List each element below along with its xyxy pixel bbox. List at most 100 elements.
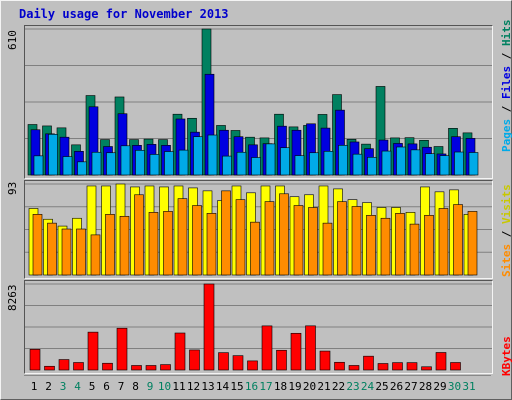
bar-kbytes: [203, 283, 215, 371]
x-tick-label: 16: [244, 380, 259, 393]
bar-pages: [149, 154, 160, 176]
x-tick-label: 3: [59, 380, 67, 393]
x-tick-label: 9: [146, 380, 154, 393]
bar-sites: [177, 198, 188, 276]
x-tick-label: 31: [462, 380, 476, 393]
bar-pages: [309, 152, 319, 176]
x-tick-label: 11: [172, 380, 186, 393]
visits-sites-chart: [25, 183, 492, 276]
legend-part: Sites: [500, 243, 512, 277]
bar-kbytes: [319, 350, 331, 371]
axis-baseline: [24, 375, 491, 376]
bar-kbytes: [131, 365, 142, 371]
bar-sites: [380, 217, 391, 276]
bar-pages: [410, 149, 421, 176]
max-label-visits: 93: [6, 181, 19, 195]
legend-sites-visits: Sites / Visits: [500, 184, 512, 277]
bar-pages: [193, 136, 203, 176]
bar-pages: [294, 155, 305, 176]
x-tick-label: 18: [273, 380, 288, 393]
bar-sites: [395, 213, 405, 276]
bar-kbytes: [392, 362, 403, 371]
max-label-kbytes: 8263: [6, 284, 19, 312]
bar-pages: [425, 153, 435, 176]
bar-kbytes: [290, 332, 302, 371]
bar-pages: [251, 157, 261, 176]
x-tick-label: 7: [117, 380, 125, 393]
bar-pages: [91, 151, 102, 176]
x-tick-label: 20: [302, 380, 317, 393]
bar-pages: [120, 145, 131, 176]
bar-sites: [105, 214, 115, 276]
x-tick-label: 30: [447, 380, 462, 393]
bar-sites: [32, 214, 43, 276]
bar-pages: [178, 149, 189, 176]
x-tick-label: 24: [360, 380, 375, 393]
x-tick-label: 2: [45, 380, 52, 393]
x-tick-label: 6: [103, 380, 110, 393]
legend-kbytes: KBytes: [500, 336, 512, 376]
bar-sites: [192, 205, 202, 276]
bar-sites: [308, 207, 318, 276]
bar-pages: [468, 152, 479, 176]
bar-kbytes: [363, 355, 374, 371]
hits-files-pages-chart: [25, 28, 492, 176]
bar-kbytes: [232, 355, 244, 371]
bar-sites: [206, 213, 217, 276]
bar-kbytes: [189, 349, 200, 371]
x-tick-label: 13: [201, 380, 215, 393]
bar-pages: [236, 151, 247, 176]
bar-sites: [453, 204, 463, 276]
x-tick-label: 15: [230, 380, 244, 393]
bar-sites: [279, 193, 289, 276]
x-tick-label: 26: [389, 380, 404, 393]
bar-pages: [33, 155, 44, 176]
bar-sites: [467, 211, 478, 276]
bar-sites: [366, 215, 376, 276]
bar-kbytes: [348, 365, 360, 371]
bar-kbytes: [102, 362, 113, 371]
bar-kbytes: [218, 352, 229, 371]
bar-pages: [439, 155, 450, 176]
bar-sites: [424, 215, 434, 276]
x-tick-label: 17: [259, 380, 273, 393]
bar-kbytes: [160, 364, 171, 371]
bar-sites: [322, 222, 333, 276]
bar-pages: [207, 134, 218, 176]
bar-sites: [76, 228, 86, 276]
x-tick-label: 1: [30, 380, 38, 393]
bar-sites: [409, 223, 420, 276]
chart-title: Daily usage for November 2013: [19, 7, 229, 21]
bar-kbytes: [247, 360, 258, 371]
bar-pages: [367, 156, 377, 176]
bar-sites: [163, 211, 173, 276]
bar-pages: [106, 152, 116, 176]
legend-part: Pages: [500, 118, 512, 152]
bar-kbytes: [406, 362, 418, 371]
bar-pages: [338, 145, 348, 176]
x-tick-label: 4: [74, 380, 81, 393]
bar-pages: [62, 156, 73, 176]
bar-kbytes: [116, 327, 128, 371]
x-tick-label: 8: [132, 380, 139, 393]
x-tick-label: 23: [346, 380, 360, 393]
x-axis-labels: 1 2 3 4 5 6 7 8 9 10 11 12 13 14 15 16 17 18 19 20 21 22 23 24 2…: [24, 380, 491, 394]
bar-kbytes: [73, 362, 84, 371]
legend-part: /: [500, 46, 512, 66]
bar-sites: [250, 221, 260, 276]
bar-pages: [135, 150, 145, 176]
bar-kbytes: [87, 331, 99, 371]
bar-kbytes: [421, 366, 432, 371]
bar-pages: [352, 153, 363, 176]
bar-pages: [454, 151, 464, 176]
bar-sites: [134, 194, 144, 276]
kbytes-panel: [24, 280, 493, 374]
legend-part: KBytes: [500, 336, 512, 376]
bar-kbytes: [261, 325, 273, 371]
bar-pages: [280, 147, 290, 176]
bar-sites: [90, 234, 101, 276]
bar-pages: [77, 161, 87, 176]
x-tick-label: 14: [215, 380, 230, 393]
bar-kbytes: [305, 325, 316, 371]
x-tick-label: 28: [418, 380, 433, 393]
